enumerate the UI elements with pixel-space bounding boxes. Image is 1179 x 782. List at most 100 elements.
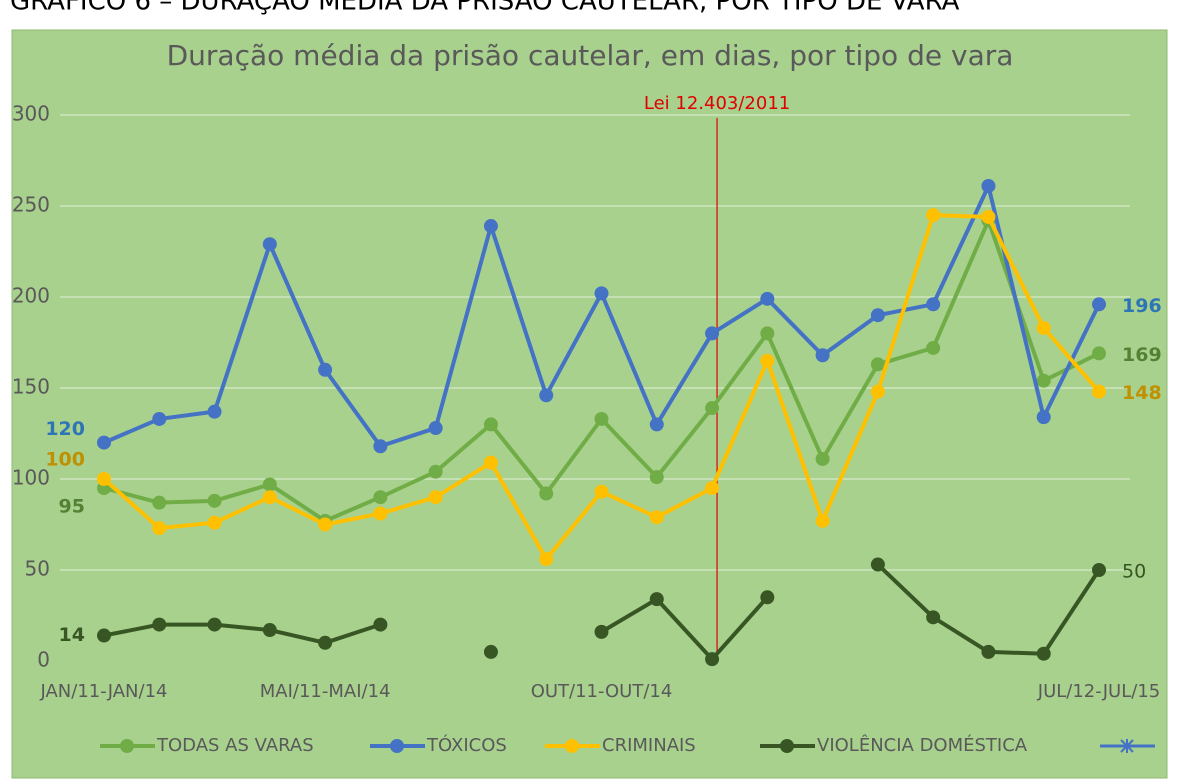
point bbox=[705, 326, 720, 341]
point bbox=[207, 493, 222, 508]
point bbox=[97, 472, 111, 486]
legend-swatch bbox=[565, 739, 579, 753]
point bbox=[428, 464, 443, 479]
page-title: GRÁFICO 6 – DURAÇÃO MÉDIA DA PRISÃO CAUT… bbox=[10, 0, 960, 17]
legend-swatch bbox=[780, 739, 794, 753]
series: 120 196 bbox=[45, 178, 1162, 454]
point bbox=[1092, 297, 1106, 312]
point bbox=[594, 411, 609, 426]
point bbox=[373, 490, 388, 505]
point bbox=[262, 490, 277, 505]
point bbox=[318, 635, 333, 650]
point bbox=[152, 411, 167, 426]
point bbox=[1092, 384, 1106, 399]
y-tick-label: 50 bbox=[25, 557, 50, 581]
point bbox=[815, 348, 830, 363]
point bbox=[262, 623, 277, 638]
point bbox=[1036, 373, 1051, 388]
data-label: 196 bbox=[1122, 295, 1162, 317]
point bbox=[428, 421, 443, 436]
point bbox=[594, 286, 609, 301]
point bbox=[760, 291, 775, 306]
data-label: 120 bbox=[45, 418, 85, 440]
data-label: 50 bbox=[1122, 561, 1146, 583]
y-tick-label: 200 bbox=[12, 284, 50, 308]
point bbox=[705, 401, 720, 416]
point bbox=[760, 353, 775, 368]
y-tick-label: 150 bbox=[12, 375, 50, 399]
point bbox=[870, 357, 885, 372]
point bbox=[594, 624, 609, 639]
point bbox=[539, 388, 554, 403]
y-tick-label: 300 bbox=[12, 102, 50, 126]
point bbox=[926, 208, 941, 223]
point bbox=[207, 515, 222, 530]
point bbox=[97, 628, 111, 643]
point bbox=[373, 506, 388, 521]
series: 14 50 bbox=[59, 557, 1146, 667]
point bbox=[815, 451, 830, 466]
data-label: 169 bbox=[1122, 344, 1162, 366]
x-tick-label: JUL/12-JUL/15 bbox=[1037, 681, 1160, 702]
point bbox=[649, 417, 664, 432]
point bbox=[1092, 563, 1106, 577]
point bbox=[926, 297, 941, 312]
legend-extra bbox=[1100, 739, 1155, 753]
legend-label: VIOLÊNCIA DOMÉSTICA bbox=[817, 734, 1028, 756]
point bbox=[981, 178, 996, 193]
point bbox=[649, 510, 664, 525]
chart-title: Duração média da prisão cautelar, em dia… bbox=[167, 39, 1014, 72]
point bbox=[318, 517, 333, 532]
data-label: 148 bbox=[1122, 382, 1162, 404]
point bbox=[152, 617, 167, 632]
point bbox=[926, 610, 941, 625]
point bbox=[152, 521, 167, 536]
point bbox=[870, 557, 885, 572]
legend-swatch bbox=[120, 739, 134, 753]
legend-label: TODAS AS VARAS bbox=[156, 735, 314, 756]
legend-label: TÓXICOS bbox=[426, 734, 507, 756]
point bbox=[649, 470, 664, 485]
point bbox=[1092, 346, 1106, 361]
data-label: 14 bbox=[59, 624, 85, 646]
point bbox=[262, 237, 277, 252]
annotation: Lei 12.403/2011 bbox=[644, 93, 790, 114]
point bbox=[483, 219, 498, 234]
legend-swatch bbox=[390, 739, 404, 753]
data-label: 100 bbox=[45, 449, 85, 471]
x-tick-label: OUT/11-OUT/14 bbox=[531, 681, 673, 702]
point bbox=[815, 513, 830, 528]
point bbox=[870, 308, 885, 323]
y-tick-label: 0 bbox=[37, 648, 50, 672]
point bbox=[705, 481, 720, 496]
y-tick-label: 250 bbox=[12, 193, 50, 217]
point bbox=[373, 439, 388, 454]
y-tick-label: 100 bbox=[12, 466, 50, 490]
point bbox=[483, 417, 498, 432]
point bbox=[760, 590, 775, 605]
x-tick-label: MAI/11-MAI/14 bbox=[260, 681, 391, 702]
point bbox=[207, 404, 222, 419]
point bbox=[705, 652, 720, 667]
point bbox=[262, 477, 277, 492]
point bbox=[760, 326, 775, 341]
point bbox=[539, 486, 554, 501]
point bbox=[483, 644, 498, 659]
point bbox=[428, 490, 443, 505]
legend-label: CRIMINAIS bbox=[602, 735, 696, 756]
point bbox=[981, 644, 996, 659]
point bbox=[207, 617, 222, 632]
point bbox=[981, 209, 996, 224]
point bbox=[539, 552, 554, 567]
x-tick-label: JAN/11-JAN/14 bbox=[40, 681, 168, 702]
point bbox=[373, 617, 388, 632]
point bbox=[1036, 646, 1051, 661]
point bbox=[926, 340, 941, 355]
point bbox=[1036, 320, 1051, 335]
point bbox=[594, 484, 609, 499]
point bbox=[1036, 410, 1051, 425]
series: 100 148 bbox=[45, 208, 1162, 567]
point bbox=[318, 362, 333, 377]
point bbox=[483, 455, 498, 470]
